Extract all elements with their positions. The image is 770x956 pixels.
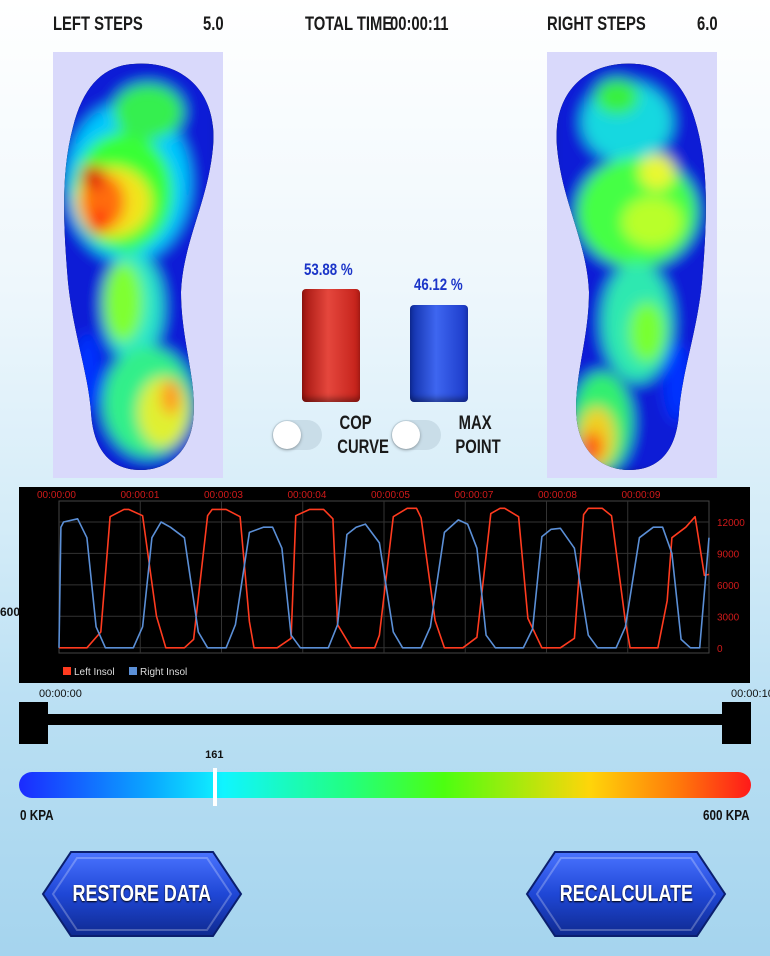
y-tick-label: 3000 [717,612,740,623]
total-time-label: TOTAL TIME [305,14,393,35]
right-insol-legend-label: Right Insol [140,667,187,678]
right-steps-value: 6.0 [697,14,718,35]
timeline-end-label: 00:00:10 [731,688,770,700]
time-label: 00:00:01 [121,490,160,501]
right-insol-series [58,517,710,649]
scale-min-label: 0 KPA [20,807,54,824]
toggle-knob [392,421,420,449]
left-steps-value: 5.0 [203,14,224,35]
time-label: 00:00:07 [455,490,494,501]
cop-curve-toggle[interactable] [272,420,322,450]
scale-marker[interactable] [213,768,218,806]
right-foot-heatmap [547,52,717,478]
left-insol-legend-swatch [63,667,71,675]
time-label: 00:00:00 [37,490,76,501]
restore-data-label: RESTORE DATA [72,880,212,906]
y-tick-label: 12000 [717,518,745,529]
time-label: 00:00:08 [538,490,577,501]
time-label: 00:00:05 [371,490,410,501]
time-label: 00:00:04 [288,490,327,501]
recalculate-label: RECALCULATE [559,880,693,906]
timeline-start-label: 00:00:00 [39,688,82,700]
left-axis-fragment: 600 [0,605,21,619]
toggle-knob [273,421,301,449]
time-label: 00:00:03 [204,490,243,501]
right-balance-bar [410,305,468,402]
right-balance-percent: 46.12 % [414,275,463,294]
max-point-label: MAX POINT [455,413,501,458]
pressure-chart: 12000 9000 6000 3000 0 00:00:00 00:00:01 00:00:… [19,487,750,683]
scale-marker-value: 161 [205,749,224,761]
total-time-value: 00:00:11 [390,14,449,35]
cop-curve-label: COP CURVE [337,413,389,458]
left-insol-series [59,507,710,649]
left-balance-bar [302,289,360,402]
right-steps-label: RIGHT STEPS [547,14,646,35]
left-foot-heatmap [53,52,223,478]
restore-data-button[interactable]: RESTORE DATA [41,848,243,940]
timeline-start-handle[interactable] [19,702,48,744]
recalculate-button[interactable]: RECALCULATE [525,848,727,940]
y-tick-label: 6000 [717,581,740,592]
scale-max-label: 600 KPA [703,807,750,824]
timeline-track[interactable] [47,714,723,725]
y-tick-label: 9000 [717,549,740,560]
left-balance-percent: 53.88 % [304,260,353,279]
max-point-toggle[interactable] [391,420,441,450]
left-insol-legend-label: Left Insol [74,667,115,678]
timeline-end-handle[interactable] [722,702,751,744]
left-steps-label: LEFT STEPS [53,14,143,35]
y-tick-label: 0 [717,644,723,655]
pressure-color-scale[interactable] [19,772,751,798]
time-label: 00:00:09 [622,490,661,501]
right-insol-legend-swatch [129,667,137,675]
